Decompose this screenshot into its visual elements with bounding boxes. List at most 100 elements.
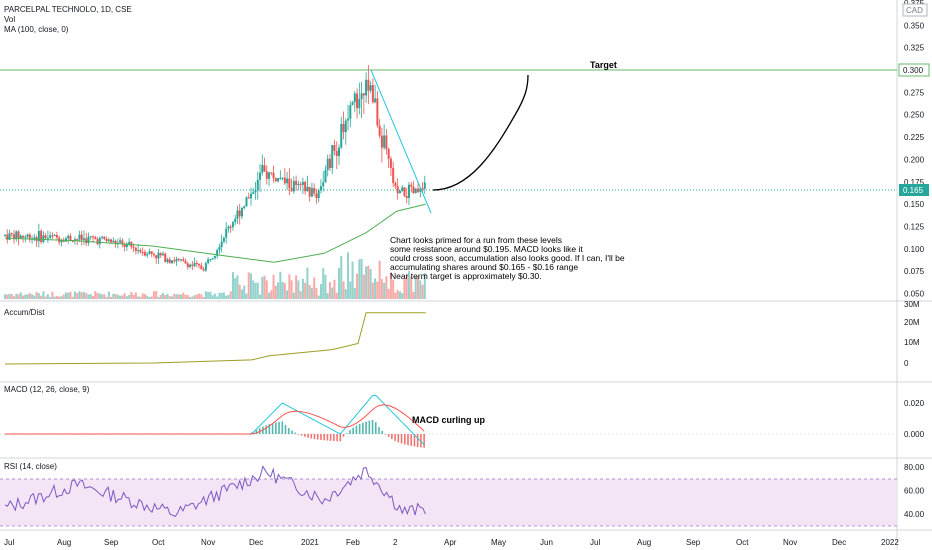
candle-body (414, 188, 417, 194)
candle-body (367, 79, 370, 91)
candle-body (254, 189, 257, 193)
volume-bar (134, 292, 137, 299)
volume-bar (319, 284, 322, 299)
macd-hist-bar (362, 422, 364, 434)
macd-hist-bar (410, 434, 413, 446)
price-tick: 0.200 (904, 155, 925, 164)
volume-bar (4, 294, 6, 299)
candle-body (24, 236, 27, 238)
candle-body (306, 186, 309, 192)
volume-bar (213, 293, 216, 299)
candle-body (191, 264, 194, 266)
symbol-title: PARCELPAL TECHNOLO, 1D, CSE (4, 5, 132, 14)
candles (4, 64, 426, 273)
macd-hist-bar (255, 430, 258, 434)
volume-bar (265, 280, 268, 299)
macd-hist-bar (326, 434, 329, 441)
volume-bar (114, 294, 117, 299)
price-tick: 0.050 (904, 290, 925, 299)
volume-bar (410, 276, 413, 299)
macd-hist-bar (287, 428, 290, 434)
accum-tick: 30M (904, 300, 920, 309)
volume-bar (349, 281, 352, 299)
volume-bar (166, 293, 169, 299)
volume-bar (125, 296, 128, 299)
candle-body (401, 187, 404, 191)
candle-body (92, 236, 95, 238)
volume-bar (164, 295, 167, 299)
candle-body (288, 178, 291, 189)
macd-hist-bar (336, 434, 338, 442)
candle-body (173, 260, 176, 262)
candle-body (389, 158, 392, 168)
macd-hist-bar (416, 434, 419, 447)
candle-body (209, 259, 212, 261)
candle-body (186, 263, 189, 268)
macd-hist-bar (378, 427, 380, 434)
volume-bar (328, 282, 331, 299)
volume-bar (202, 296, 205, 299)
candle-body (148, 251, 151, 255)
candle-body (279, 177, 282, 179)
candle-body (236, 210, 239, 219)
accum-tick: 20M (904, 318, 920, 327)
candle-body (67, 235, 70, 239)
macd-hist-bar (413, 434, 416, 447)
candle-body (171, 260, 174, 264)
time-tick: 2022 (881, 538, 899, 547)
volume-bar (371, 282, 374, 299)
volume-bar (220, 292, 223, 299)
volume-bar (116, 294, 119, 299)
candle-body (42, 235, 45, 243)
candle-body (15, 231, 18, 240)
volume-bar (301, 278, 304, 299)
macd-hist-bar (294, 432, 296, 434)
candle-body (166, 259, 169, 262)
volume-bar (73, 291, 76, 299)
volume-bar (103, 294, 106, 299)
volume-bar (254, 282, 257, 299)
volume-bar (376, 281, 379, 299)
macd-hist-bar (268, 424, 271, 434)
macd-tick: 0.000 (904, 430, 925, 439)
macd-hist-bar (374, 422, 377, 434)
time-tick: Aug (637, 538, 651, 547)
time-tick: Sep (104, 538, 119, 547)
rsi-tick: 40.00 (904, 510, 925, 519)
volume-bar (112, 293, 115, 299)
volume-bar (189, 296, 192, 299)
candle-body (338, 147, 341, 157)
candle-body (243, 206, 246, 208)
candle-body (403, 187, 406, 196)
signal-line (5, 404, 425, 435)
downtrend-line (370, 69, 432, 214)
candle-body (8, 233, 11, 240)
volume-bar (394, 292, 397, 299)
note-line-3: could cross soon, accumulation also look… (390, 253, 625, 263)
candle-body (222, 237, 225, 242)
price-tick: 0.250 (904, 111, 925, 120)
price-tick: 0.075 (904, 267, 925, 276)
volume-bar (281, 281, 284, 299)
macd-hist-bar (365, 421, 367, 434)
candle-body (44, 235, 47, 239)
volume-bar (378, 260, 381, 299)
price-tick: 0.175 (904, 178, 925, 187)
candle-body (304, 181, 307, 192)
volume-bar (107, 291, 110, 299)
volume-bar (110, 296, 113, 299)
volume-bar (195, 294, 198, 299)
volume-bar (173, 293, 176, 299)
macd-hist-bar (342, 434, 345, 437)
macd-hist-bar (304, 434, 306, 437)
volume-bar (270, 290, 273, 299)
candle-body (26, 234, 29, 237)
candle-body (410, 184, 413, 187)
candle-body (180, 259, 183, 261)
candle-body (71, 240, 74, 242)
volume-bars (4, 252, 426, 299)
volume-bar (35, 291, 38, 299)
last-price-badge (899, 184, 929, 196)
candle-body (331, 145, 334, 169)
macd-hist-bar (352, 427, 354, 434)
